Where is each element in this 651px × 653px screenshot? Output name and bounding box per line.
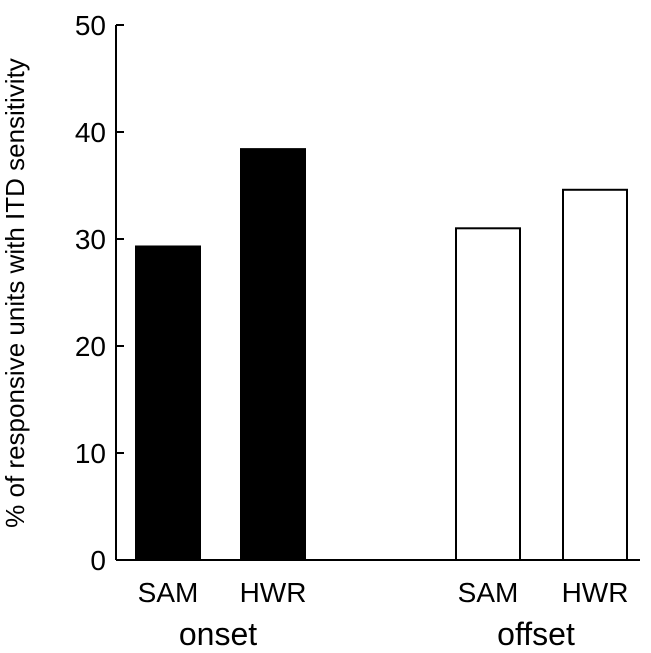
group-labels: onset offset (179, 616, 575, 652)
category-label: SAM (138, 577, 199, 608)
y-tick-label: 40 (75, 117, 106, 148)
y-tick-label: 0 (90, 545, 106, 576)
group-label-offset: offset (497, 616, 575, 652)
bar-offset-hwr (562, 188, 628, 561)
bar-onset-sam (135, 245, 201, 562)
category-labels: SAM HWR SAM HWR (138, 577, 629, 608)
category-label: HWR (240, 577, 307, 608)
category-label: SAM (458, 577, 519, 608)
category-label: HWR (562, 577, 629, 608)
bars (135, 148, 628, 562)
y-ticks: 0 10 20 30 40 50 (75, 10, 124, 576)
bar-offset-sam (455, 227, 521, 562)
y-tick-label: 50 (75, 10, 106, 41)
y-tick-label: 10 (75, 438, 106, 469)
y-axis-label: % of responsive units with ITD sensitivi… (0, 58, 30, 528)
bar-onset-hwr (240, 148, 306, 561)
y-tick-label: 20 (75, 331, 106, 362)
y-tick-label: 30 (75, 224, 106, 255)
group-label-onset: onset (179, 616, 257, 652)
